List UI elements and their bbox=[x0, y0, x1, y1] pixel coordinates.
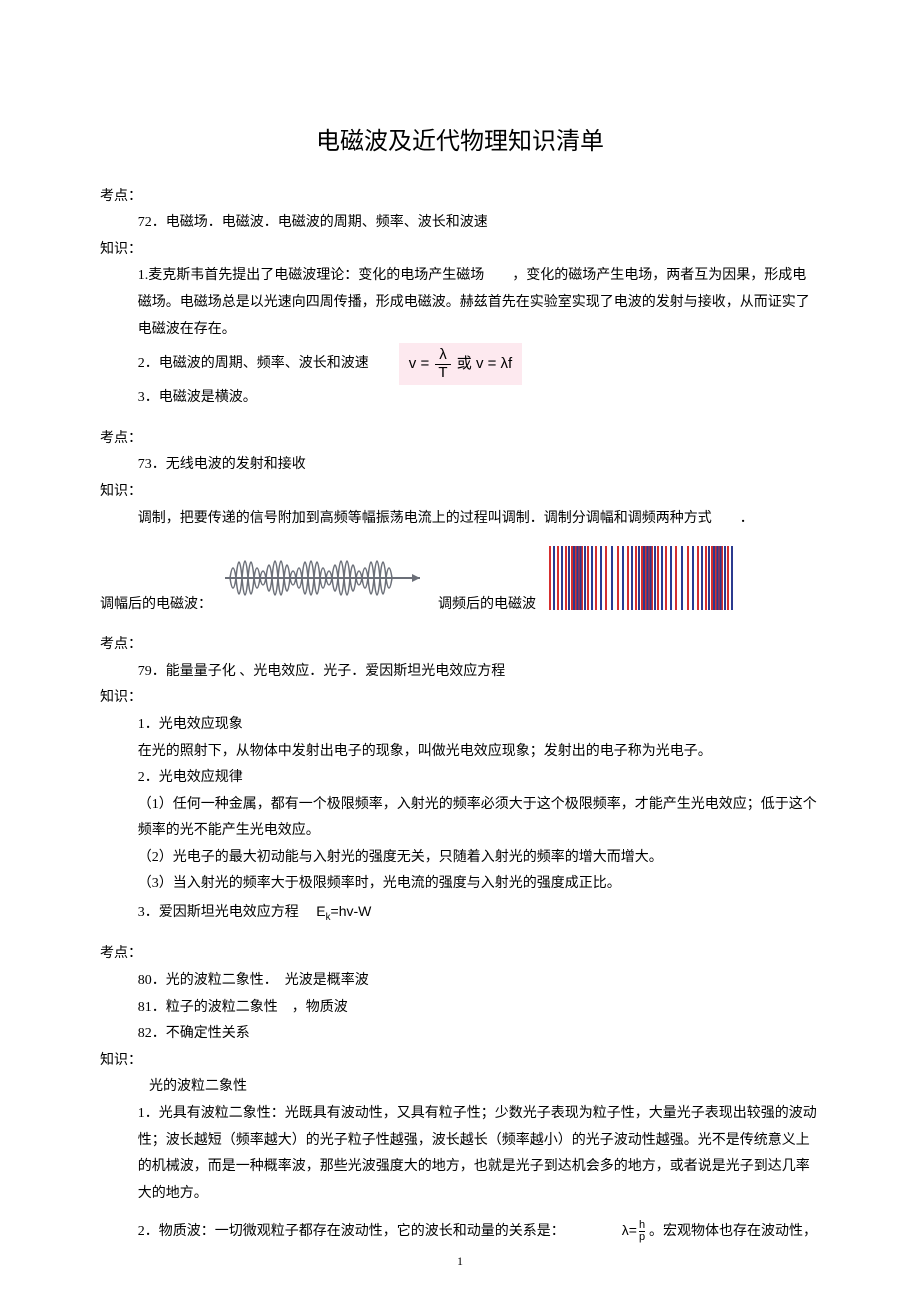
subheading: 3．爱因斯坦光电效应方程 Ek=hv-W bbox=[100, 898, 820, 927]
section-label: 考点： bbox=[100, 632, 820, 659]
fraction: λ T bbox=[435, 347, 450, 381]
section-label: 考点： bbox=[100, 184, 820, 211]
body-text: （3）当入射光的频率大于极限频率时，光电流的强度与入射光的强度成正比。 bbox=[100, 871, 820, 898]
section-label: 知识： bbox=[100, 237, 820, 264]
page-number: 1 bbox=[0, 1250, 920, 1273]
eq-sign: = bbox=[488, 355, 497, 372]
formula-box: v = λ T 或 v = λf bbox=[399, 343, 522, 385]
body-text: （2）光电子的最大初动能与入射光的强度无关，只随着入射光的频率的增大而增大。 bbox=[100, 845, 820, 872]
subheading: 光的波粒二象性 bbox=[100, 1074, 820, 1101]
kaodian-text: 80．光的波粒二象性． 光波是概率波 bbox=[100, 968, 820, 995]
kaodian-text: 82．不确定性关系 bbox=[100, 1021, 820, 1048]
kaodian-text: 81．粒子的波粒二象性 ，物质波 bbox=[100, 995, 820, 1022]
body-text: （1）任何一种金属，都有一个极限频率，入射光的频率必须大于这个极限频率，才能产生… bbox=[100, 792, 820, 845]
subheading: 1．光电效应现象 bbox=[100, 712, 820, 739]
fm-wave-label: 调频后的电磁波 bbox=[438, 592, 536, 619]
var-lf: λf bbox=[501, 355, 513, 372]
section-label: 考点： bbox=[100, 426, 820, 453]
section-label: 考点： bbox=[100, 941, 820, 968]
body-row: 2．电磁波的周期、频率、波长和波速 v = λ T 或 v = λf bbox=[100, 343, 820, 385]
am-wave-diagram bbox=[220, 538, 430, 618]
body-text: 2．物质波：一切微观粒子都存在波动性，它的波长和动量的关系是： bbox=[138, 1224, 565, 1239]
eq-sign: = bbox=[420, 355, 429, 372]
lambda-equation: λ=hp bbox=[622, 1222, 649, 1238]
am-wave-label: 调幅后的电磁波： bbox=[100, 592, 212, 619]
numerator: h bbox=[639, 1220, 645, 1231]
body-text: 2．物质波：一切微观粒子都存在波动性，它的波长和动量的关系是： λ=hp 。宏观… bbox=[100, 1217, 820, 1246]
denominator: T bbox=[435, 365, 450, 382]
page-title: 电磁波及近代物理知识清单 bbox=[100, 120, 820, 166]
body-text: 1.麦克斯韦首先提出了电磁波理论：变化的电场产生磁场 ，变化的磁场产生电场，两者… bbox=[100, 263, 820, 343]
body-text: 。宏观物体也存在波动性， bbox=[649, 1224, 817, 1239]
body-text: 在光的照射下，从物体中发射出电子的现象，叫做光电效应现象；发射出的电子称为光电子… bbox=[100, 739, 820, 766]
subheading: 2．光电效应规律 bbox=[100, 765, 820, 792]
fm-wave-diagram bbox=[544, 538, 744, 618]
kaodian-text: 79．能量量子化 、光电效应．光子．爱因斯坦光电效应方程 bbox=[100, 659, 820, 686]
kaodian-text: 72．电磁场．电磁波．电磁波的周期、频率、波长和波速 bbox=[100, 210, 820, 237]
section-label: 知识： bbox=[100, 1048, 820, 1075]
var-v: v bbox=[476, 355, 484, 372]
body-text: 1．光具有波粒二象性：光既具有波动性，又具有粒子性；少数光子表现为粒子性，大量光… bbox=[100, 1101, 820, 1207]
denominator: p bbox=[639, 1231, 645, 1243]
var-v: v bbox=[409, 355, 417, 372]
equation-text: Ek=hv-W bbox=[316, 903, 371, 919]
numerator: λ bbox=[435, 347, 450, 365]
kaodian-text: 73．无线电波的发射和接收 bbox=[100, 452, 820, 479]
section-label: 知识： bbox=[100, 685, 820, 712]
section-label: 知识： bbox=[100, 479, 820, 506]
body-text: 调制，把要传递的信号附加到高频等幅振荡电流上的过程叫调制．调制分调幅和调频两种方… bbox=[100, 506, 820, 533]
or-text: 或 bbox=[457, 355, 472, 372]
body-text: 2．电磁波的周期、频率、波长和波速 bbox=[138, 351, 369, 378]
var-lambda: λ= bbox=[622, 1222, 637, 1238]
body-text: 3．电磁波是横波。 bbox=[100, 385, 820, 412]
wave-diagram-row: 调幅后的电磁波： 调频后的电磁波 bbox=[100, 538, 820, 618]
body-text: 3．爱因斯坦光电效应方程 bbox=[138, 905, 313, 920]
